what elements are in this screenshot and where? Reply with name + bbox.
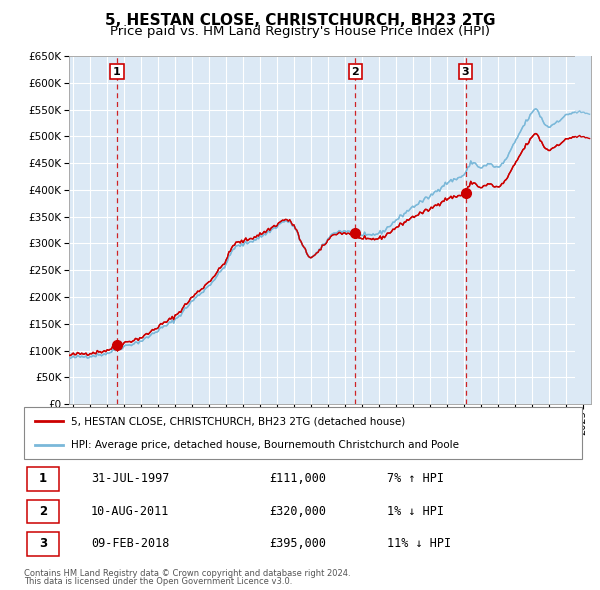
Text: 09-FEB-2018: 09-FEB-2018 <box>91 537 169 550</box>
FancyBboxPatch shape <box>27 500 59 523</box>
Text: 31-JUL-1997: 31-JUL-1997 <box>91 473 169 486</box>
Text: 1% ↓ HPI: 1% ↓ HPI <box>387 505 444 518</box>
Text: 11% ↓ HPI: 11% ↓ HPI <box>387 537 451 550</box>
Text: 10-AUG-2011: 10-AUG-2011 <box>91 505 169 518</box>
Text: 2: 2 <box>39 505 47 518</box>
Text: 5, HESTAN CLOSE, CHRISTCHURCH, BH23 2TG (detached house): 5, HESTAN CLOSE, CHRISTCHURCH, BH23 2TG … <box>71 416 406 426</box>
Text: £111,000: £111,000 <box>269 473 326 486</box>
Text: This data is licensed under the Open Government Licence v3.0.: This data is licensed under the Open Gov… <box>24 578 292 586</box>
FancyBboxPatch shape <box>27 532 59 556</box>
FancyBboxPatch shape <box>24 407 582 459</box>
Text: 3: 3 <box>39 537 47 550</box>
Text: 5, HESTAN CLOSE, CHRISTCHURCH, BH23 2TG: 5, HESTAN CLOSE, CHRISTCHURCH, BH23 2TG <box>105 13 495 28</box>
Text: HPI: Average price, detached house, Bournemouth Christchurch and Poole: HPI: Average price, detached house, Bour… <box>71 440 460 450</box>
Text: £395,000: £395,000 <box>269 537 326 550</box>
Text: 3: 3 <box>462 67 469 77</box>
Text: £320,000: £320,000 <box>269 505 326 518</box>
Text: 1: 1 <box>113 67 121 77</box>
Text: Price paid vs. HM Land Registry's House Price Index (HPI): Price paid vs. HM Land Registry's House … <box>110 25 490 38</box>
FancyBboxPatch shape <box>27 467 59 491</box>
Bar <box>575 56 591 404</box>
Text: 7% ↑ HPI: 7% ↑ HPI <box>387 473 444 486</box>
Text: Contains HM Land Registry data © Crown copyright and database right 2024.: Contains HM Land Registry data © Crown c… <box>24 569 350 578</box>
Text: 2: 2 <box>352 67 359 77</box>
Text: 1: 1 <box>39 473 47 486</box>
